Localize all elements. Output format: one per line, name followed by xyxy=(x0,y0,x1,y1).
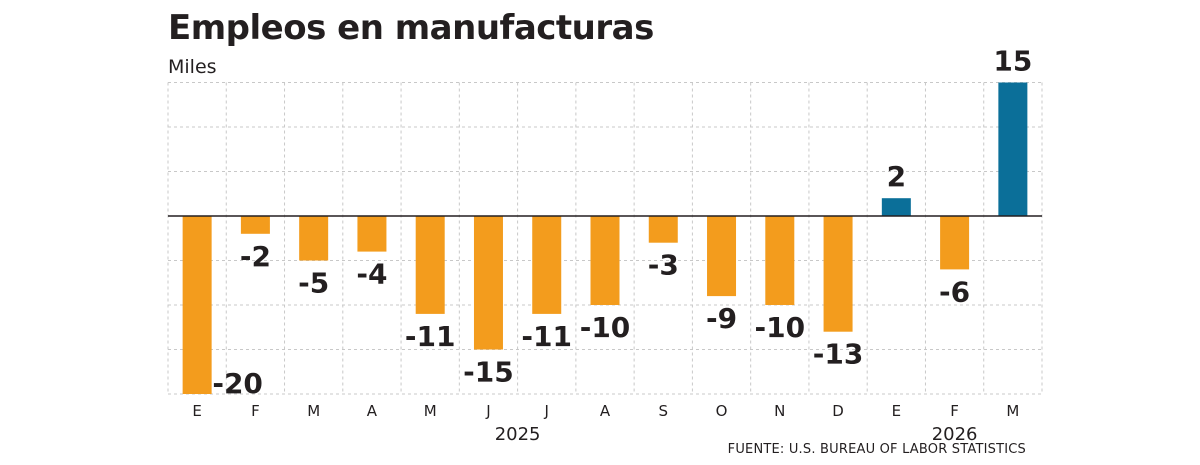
bar xyxy=(240,216,270,234)
bar xyxy=(473,216,503,350)
value-label: -6 xyxy=(939,275,970,308)
bar xyxy=(415,216,445,314)
value-label: -20 xyxy=(212,367,263,400)
bars xyxy=(168,82,1042,394)
bar xyxy=(998,82,1028,216)
x-tick-label: J xyxy=(544,402,549,420)
value-label: 15 xyxy=(993,45,1032,78)
gridlines xyxy=(167,82,1043,395)
value-label: -9 xyxy=(706,302,737,335)
value-label: -11 xyxy=(405,320,456,353)
bar xyxy=(182,216,212,394)
value-labels: -20-2-5 -4-11-15-11 -10-3-9 -10-132-615 xyxy=(212,45,1032,401)
bar xyxy=(532,216,562,314)
units-label: Miles xyxy=(168,56,217,78)
value-label: -15 xyxy=(463,356,514,389)
x-tick-label: N xyxy=(774,402,785,420)
chart-title: Empleos en manufacturas xyxy=(168,8,654,48)
bar xyxy=(707,216,737,297)
x-tick-label: E xyxy=(892,402,901,420)
bar xyxy=(357,216,387,252)
bar xyxy=(299,216,329,261)
year-label: 2025 xyxy=(495,424,541,445)
x-tick-label: M xyxy=(307,402,320,420)
bar xyxy=(881,198,911,216)
bar xyxy=(648,216,678,243)
x-tick-label: F xyxy=(950,402,959,420)
x-tick-label: A xyxy=(367,402,378,420)
value-label: -4 xyxy=(356,258,387,291)
value-label: -2 xyxy=(240,240,271,273)
value-label: 2 xyxy=(887,160,906,193)
year-labels: 2025 2026 xyxy=(495,424,978,445)
x-tick-label: D xyxy=(832,402,844,420)
x-tick-label: M xyxy=(424,402,437,420)
value-label: -13 xyxy=(813,338,864,371)
bar xyxy=(823,216,853,332)
value-label: -3 xyxy=(648,249,679,282)
bar xyxy=(765,216,795,305)
x-tick-label: O xyxy=(716,402,728,420)
x-tick-label: A xyxy=(600,402,611,420)
bar xyxy=(590,216,620,305)
source-note: FUENTE: U.S. BUREAU OF LABOR STATISTICS xyxy=(727,442,1026,457)
value-label: -10 xyxy=(580,311,631,344)
x-tick-label: J xyxy=(485,402,490,420)
value-label: -11 xyxy=(521,320,572,353)
x-tick-label: M xyxy=(1006,402,1019,420)
bar xyxy=(940,216,970,270)
x-tick-label: F xyxy=(251,402,260,420)
year-label: 2026 xyxy=(932,424,978,445)
x-tick-label: E xyxy=(192,402,201,420)
x-tick-label: S xyxy=(659,402,669,420)
value-label: -10 xyxy=(755,311,806,344)
value-label: -5 xyxy=(298,267,329,300)
